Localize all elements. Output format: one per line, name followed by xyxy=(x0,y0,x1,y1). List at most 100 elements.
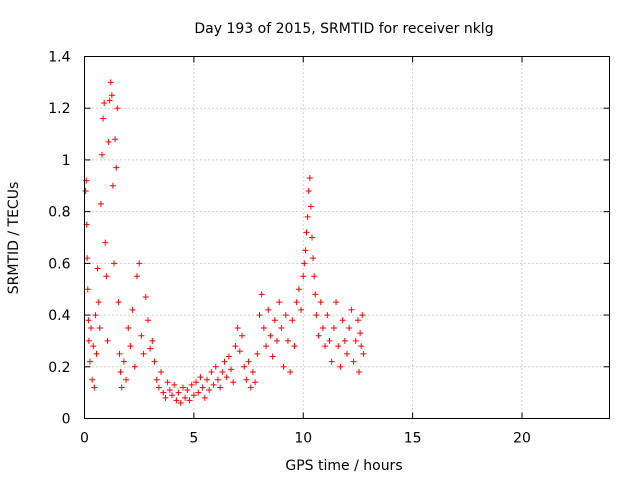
data-point xyxy=(315,332,322,339)
data-point xyxy=(158,368,165,375)
data-point xyxy=(310,255,317,262)
data-point xyxy=(289,317,296,324)
data-point xyxy=(140,350,147,357)
data-point xyxy=(356,368,363,375)
data-point xyxy=(328,358,335,365)
data-point xyxy=(214,376,221,383)
data-point xyxy=(358,343,365,350)
data-point xyxy=(114,105,121,112)
data-point xyxy=(330,325,337,331)
data-point xyxy=(164,379,171,386)
data-point xyxy=(324,312,331,319)
y-axis-label: SRMTID / TECUs xyxy=(6,182,22,295)
data-point xyxy=(91,384,98,391)
data-point xyxy=(160,389,167,396)
data-point xyxy=(166,387,173,394)
data-point xyxy=(175,389,182,396)
data-point xyxy=(282,312,289,319)
data-point xyxy=(149,337,156,344)
data-point xyxy=(271,317,278,324)
x-tick-label: 5 xyxy=(189,431,198,447)
data-point xyxy=(293,299,300,306)
data-point xyxy=(95,299,102,306)
data-point xyxy=(177,399,184,406)
data-point xyxy=(127,343,134,350)
data-point xyxy=(104,337,111,344)
data-point xyxy=(92,312,99,319)
data-point xyxy=(147,345,154,352)
data-point xyxy=(312,291,319,298)
y-tick-label: 0.4 xyxy=(48,308,70,324)
y-tick-label: 0.6 xyxy=(48,256,70,272)
data-point xyxy=(153,376,160,383)
data-point xyxy=(301,260,308,267)
data-point xyxy=(118,384,125,391)
data-point xyxy=(348,306,355,313)
data-point xyxy=(256,312,263,319)
y-tick-label: 1.4 xyxy=(48,50,70,66)
data-point xyxy=(303,229,310,236)
x-tick-label: 15 xyxy=(404,431,422,447)
data-point xyxy=(225,353,232,360)
data-point xyxy=(305,187,312,194)
y-tick-label: 0 xyxy=(62,412,71,428)
data-point xyxy=(284,337,291,344)
data-point xyxy=(295,286,302,293)
data-point xyxy=(103,273,110,280)
data-point xyxy=(346,325,353,331)
data-point xyxy=(99,151,105,158)
data-point xyxy=(102,239,109,246)
data-point xyxy=(263,343,270,350)
data-point xyxy=(302,247,309,254)
data-point xyxy=(298,306,305,313)
data-point xyxy=(269,353,276,360)
data-point xyxy=(304,213,311,220)
data-point xyxy=(107,79,114,86)
data-point xyxy=(280,363,287,370)
data-point xyxy=(93,350,100,357)
y-axis-ticks: 0 0.2 0.4 0.6 0.8 1 1.2 1.4 xyxy=(48,50,610,428)
x-tick-label: 20 xyxy=(513,431,531,447)
data-point xyxy=(243,376,250,383)
data-point xyxy=(90,343,97,350)
data-point xyxy=(131,363,138,370)
data-point xyxy=(223,374,230,381)
data-point xyxy=(115,299,122,306)
data-point xyxy=(116,350,123,357)
data-point xyxy=(105,138,112,145)
data-point xyxy=(169,392,175,399)
data-point xyxy=(219,368,226,375)
data-point xyxy=(97,200,104,207)
data-point xyxy=(182,394,189,401)
data-point xyxy=(100,115,107,122)
data-point xyxy=(171,381,178,388)
data-point xyxy=(88,325,95,331)
data-point xyxy=(199,384,206,391)
data-point xyxy=(278,325,285,331)
data-point xyxy=(317,299,324,306)
data-point xyxy=(134,273,140,280)
data-point xyxy=(138,332,145,339)
data-point xyxy=(300,273,307,280)
data-point xyxy=(247,384,254,391)
y-tick-label: 1 xyxy=(62,153,71,169)
data-point xyxy=(341,337,348,344)
data-point xyxy=(252,379,259,386)
data-point xyxy=(258,291,265,298)
data-point xyxy=(136,260,143,267)
data-point xyxy=(344,350,350,357)
plot-frame xyxy=(84,56,610,419)
data-point xyxy=(360,350,367,357)
data-point xyxy=(249,368,256,375)
data-point xyxy=(188,381,195,388)
data-point xyxy=(337,363,344,370)
data-point xyxy=(179,384,186,391)
data-point xyxy=(108,92,115,99)
data-point xyxy=(245,358,252,365)
data-point xyxy=(274,337,280,344)
data-point xyxy=(82,187,89,194)
data-point xyxy=(206,387,213,394)
data-point xyxy=(190,392,197,399)
data-point xyxy=(96,325,103,331)
data-point xyxy=(142,293,149,300)
